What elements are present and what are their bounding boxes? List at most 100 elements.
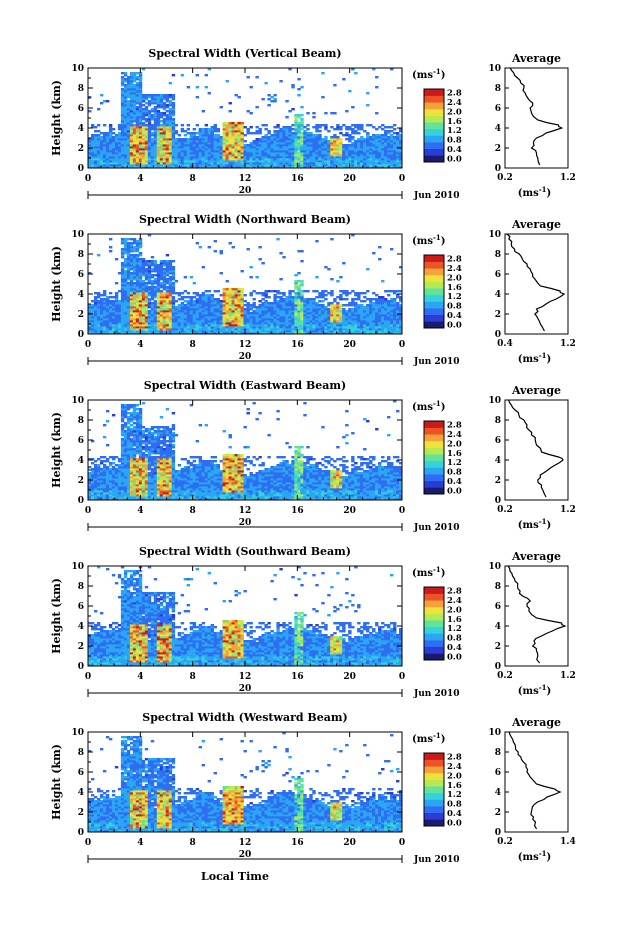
heatmap-cell xyxy=(147,124,152,127)
heatmap-cell xyxy=(126,86,131,89)
heatmap-cell xyxy=(171,110,176,113)
heatmap-cell xyxy=(321,304,325,307)
heatmap-cell xyxy=(105,166,110,169)
heatmap-cell xyxy=(126,94,131,97)
heatmap-cell xyxy=(168,138,173,141)
heatmap-cell xyxy=(183,296,188,299)
heatmap-cell xyxy=(357,132,361,135)
heatmap-cell xyxy=(93,138,98,141)
heatmap-cell xyxy=(153,108,158,111)
heatmap-cell xyxy=(168,96,173,99)
heatmap-cell xyxy=(165,140,170,143)
heatmap-cell xyxy=(315,124,319,127)
heatmap-cell xyxy=(123,270,128,273)
heatmap-cell xyxy=(99,166,104,169)
heatmap-cell xyxy=(120,102,125,105)
heatmap-cell xyxy=(132,96,137,99)
heatmap-cell xyxy=(228,110,232,113)
heatmap-cell xyxy=(93,156,98,159)
heatmap-cell xyxy=(123,132,128,135)
heatmap-cell xyxy=(120,124,125,127)
heatmap-cell xyxy=(168,154,173,157)
heatmap-cell xyxy=(264,82,268,85)
heatmap-cell xyxy=(132,150,137,153)
heatmap-cell xyxy=(88,96,92,99)
heatmap-cell xyxy=(393,132,397,135)
heatmap-cell xyxy=(168,124,173,127)
heatmap-cell xyxy=(210,152,214,155)
heatmap-cell xyxy=(198,144,203,147)
heatmap-cell xyxy=(108,238,113,241)
heatmap-cell xyxy=(195,96,200,99)
heatmap-cell xyxy=(126,124,131,127)
heatmap-cell xyxy=(126,162,131,165)
heatmap-cell xyxy=(318,300,322,303)
heatmap-cell xyxy=(126,92,131,95)
heatmap-cell xyxy=(141,132,146,135)
heatmap-cell xyxy=(132,108,137,111)
heatmap-cell xyxy=(366,268,370,271)
heatmap-cell xyxy=(102,152,107,155)
heatmap-cell xyxy=(183,142,188,145)
heatmap-cell xyxy=(234,94,238,97)
y-tick-label: 2 xyxy=(78,310,84,320)
heatmap-cell xyxy=(150,274,155,277)
heatmap-cell xyxy=(114,164,119,167)
heatmap-cell xyxy=(162,98,167,101)
heatmap-cell xyxy=(393,128,397,131)
heatmap-cell xyxy=(150,96,155,99)
heatmap-cell xyxy=(198,294,203,297)
heatmap-cell xyxy=(297,122,301,125)
heatmap-cell xyxy=(168,104,173,107)
heatmap-cell xyxy=(132,92,137,95)
heatmap-cell xyxy=(135,146,140,149)
heatmap-cell xyxy=(168,102,173,105)
heatmap-cell xyxy=(141,166,146,169)
heatmap-cell xyxy=(201,156,206,159)
heatmap-cell xyxy=(132,84,137,87)
heatmap-cell xyxy=(333,84,337,87)
heatmap-cell xyxy=(186,128,191,131)
heatmap-cell xyxy=(90,148,95,151)
heatmap-cell xyxy=(213,124,217,127)
colorbar-segment xyxy=(424,155,444,163)
heatmap-cell xyxy=(144,282,149,285)
heatmap-cell xyxy=(135,142,140,145)
heatmap-cell xyxy=(159,152,164,155)
heatmap-cell xyxy=(207,144,212,147)
heatmap-cell xyxy=(186,166,191,169)
heatmap-cell xyxy=(264,290,268,293)
heatmap-cell xyxy=(369,136,373,139)
heatmap-cell xyxy=(324,124,328,127)
heatmap-cell xyxy=(168,122,173,125)
heatmap-cell xyxy=(210,148,214,151)
heatmap-cell xyxy=(88,110,92,113)
heatmap-cell xyxy=(204,290,209,293)
heatmap-cell xyxy=(88,144,92,147)
heatmap-cell xyxy=(171,148,176,151)
heatmap-cell xyxy=(99,140,104,143)
heatmap-cell xyxy=(111,156,116,159)
heatmap-cell xyxy=(111,132,116,135)
heatmap-cell xyxy=(381,280,385,283)
heatmap-cell xyxy=(132,90,137,93)
heatmap-cell xyxy=(93,158,98,161)
heatmap-cell xyxy=(195,124,200,127)
heatmap-cell xyxy=(144,134,149,137)
heatmap-cell xyxy=(168,136,173,139)
heatmap-cell xyxy=(285,100,289,103)
heatmap-cell xyxy=(114,156,119,159)
heatmap-cell xyxy=(138,154,143,157)
heatmap-cell xyxy=(159,102,164,105)
heatmap-cell xyxy=(330,278,334,281)
heatmap-cell xyxy=(219,136,223,139)
heatmap-cell xyxy=(135,240,140,243)
heatmap-cell xyxy=(120,134,125,137)
heatmap-cell xyxy=(96,140,101,143)
heatmap-cell xyxy=(204,128,209,131)
heatmap-cell xyxy=(165,146,170,149)
heatmap-cell xyxy=(369,124,373,127)
heatmap-cell xyxy=(111,142,116,145)
heatmap-cell xyxy=(228,102,232,105)
y-tick-label: 8 xyxy=(78,250,84,260)
